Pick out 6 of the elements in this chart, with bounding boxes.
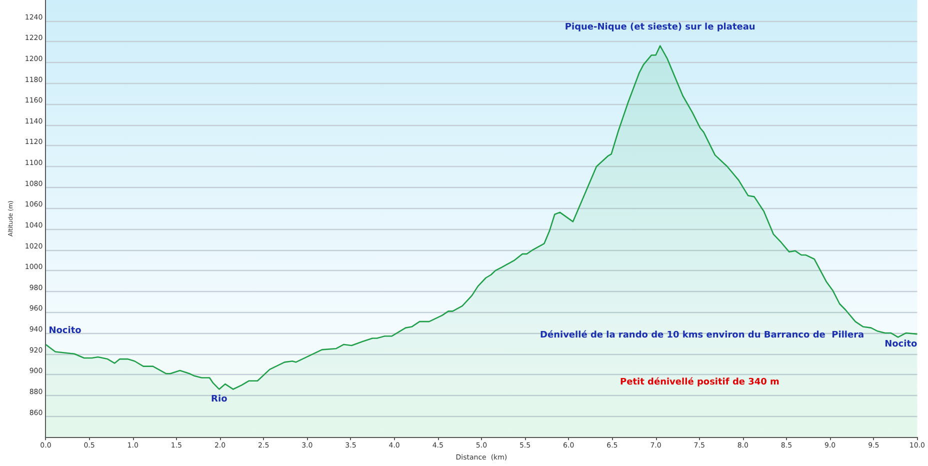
annotation: Nocito [48,326,82,336]
annotation: Dénivellé de la rando de 10 kms environ du Barranco de Pillera [540,330,864,340]
annotation: Nocito [884,340,918,350]
annotation: Pique-Nique (et sieste) sur le plateau [564,22,756,32]
annotation: Petit dénivellé positif de 340 m [620,376,780,388]
annotation: Rio [211,394,228,405]
